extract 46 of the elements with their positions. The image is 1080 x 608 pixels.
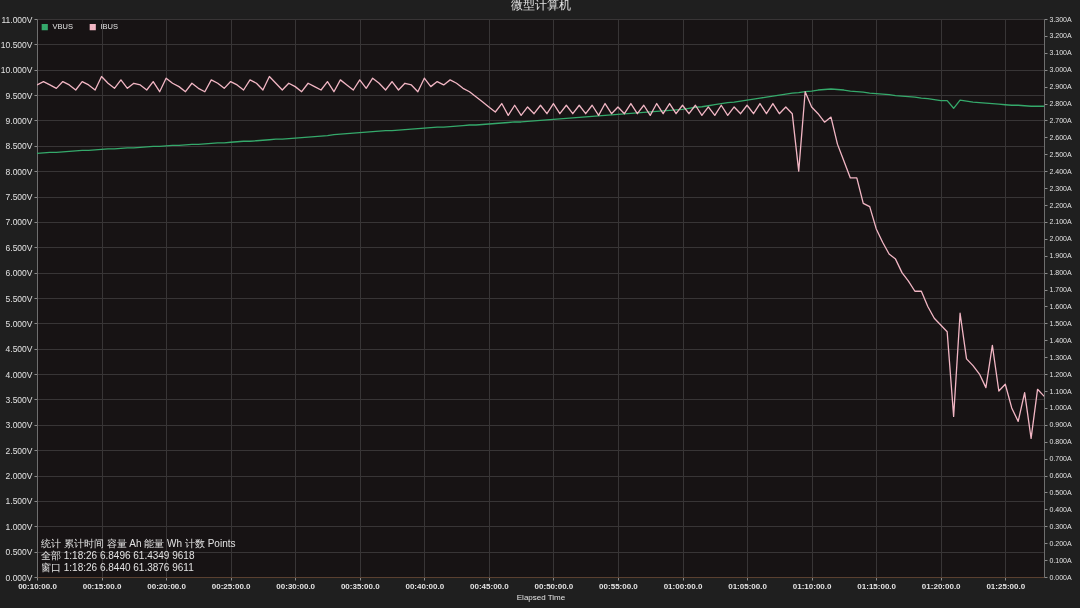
y-tick-label: 8.000V (5, 166, 33, 177)
annotation: 统计 累计时间 容量 Ah 能量 Wh 计数 Points (41, 538, 236, 549)
y-tick-label: 6.500V (5, 242, 33, 253)
y-tick-label: 8.500V (5, 141, 33, 152)
y-tick-label: 7.500V (5, 192, 33, 203)
x-tick-label: 00:55:00.0 (599, 581, 639, 591)
x-tick-label: 00:50:00.0 (534, 581, 574, 591)
x-tick-label: 00:20:00.0 (147, 581, 187, 591)
x-tick-label: 01:20:00.0 (921, 581, 962, 591)
x-tick-label: 00:15:00.0 (82, 581, 122, 591)
x-tick-label: 00:10:00.0 (18, 581, 58, 591)
y-tick-label: 0.000V (5, 572, 33, 583)
y-tick-label: 10.500V (0, 39, 33, 50)
annotation: 全部 1:18:26 6.8496 61.4349 9618 (41, 550, 195, 561)
x-tick-label: 00:35:00.0 (340, 581, 381, 591)
annotation: 窗口 1:18:26 6.8440 61.3876 9611 (41, 562, 195, 573)
y-tick-label: 2.000V (5, 471, 33, 482)
line-series (37, 88, 1044, 155)
line-series (37, 75, 1044, 439)
y-tick-label: 4.500V (5, 344, 33, 355)
y-tick-label: 7.000V (5, 217, 33, 228)
y-tick-label: 9.500V (5, 90, 33, 101)
x-tick-label: 01:25:00.0 (986, 581, 1026, 591)
y-tick-label: 0.500V (5, 547, 33, 558)
y-tick-label: 1.000V (5, 521, 33, 532)
x-tick-label: 01:00:00.0 (663, 581, 703, 591)
y-tick-label: 4.000V (5, 369, 33, 380)
y-tick-label: 9.000V (5, 115, 33, 126)
y-tick-label: 3.500V (5, 394, 33, 405)
x-tick-label: 00:25:00.0 (211, 581, 252, 591)
y-tick-label: 1.500V (5, 496, 33, 507)
x-axis-title: Elapsed Time (516, 592, 566, 602)
y-tick-label: 2.500V (5, 445, 33, 456)
x-tick-label: 01:15:00.0 (857, 581, 897, 591)
y-tick-label: 3.000V (5, 420, 33, 431)
x-tick-label: 00:40:00.0 (405, 581, 445, 591)
y-tick-label: 6.000V (5, 268, 33, 279)
x-tick-label: 01:10:00.0 (792, 581, 833, 591)
x-tick-label: 00:45:00.0 (470, 581, 510, 591)
y-tick-label: 11.000V (1, 14, 33, 25)
y-tick-label: 10.000V (0, 65, 33, 76)
chart-title: 微型计算机 (510, 0, 571, 12)
y-tick-label: 5.000V (5, 318, 33, 329)
y-tick-label: 5.500V (5, 293, 33, 304)
x-tick-label: 01:05:00.0 (728, 581, 768, 591)
x-tick-label: 00:30:00.0 (276, 581, 316, 591)
